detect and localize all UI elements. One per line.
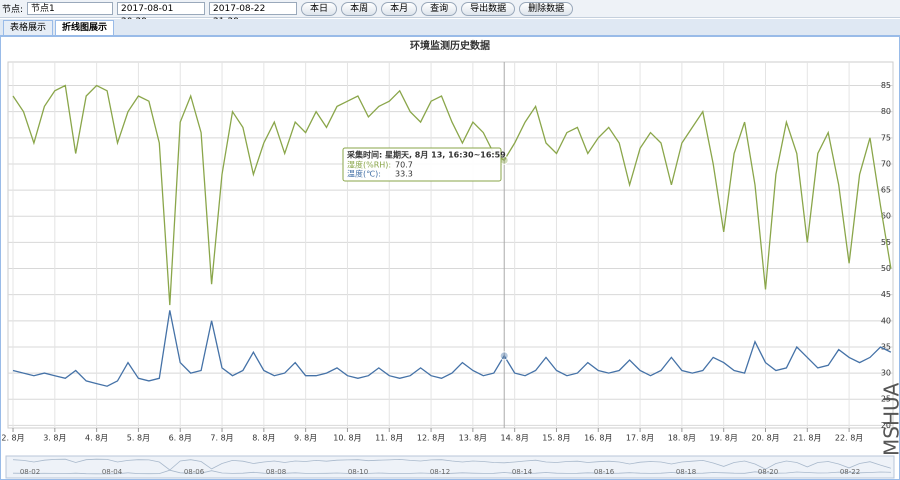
y-tick-label: 55 xyxy=(881,238,891,247)
y-tick-label: 25 xyxy=(881,395,891,404)
node-label: 节点: xyxy=(2,5,24,15)
button[interactable]: 本日 xyxy=(301,1,338,16)
x-tick-label: 21. 8月 xyxy=(793,434,821,443)
y-tick-label: 75 xyxy=(881,133,891,142)
navigator-label: 08-12 xyxy=(430,468,450,476)
tooltip-value: 33.3 xyxy=(395,170,413,179)
start-date[interactable]: 2017-08-01 20:29 xyxy=(117,2,206,27)
button[interactable]: 本周 xyxy=(341,1,378,16)
x-tick-label: 22. 8月 xyxy=(835,434,863,443)
toolbar: 节点: 节点1 2017-08-01 20:29 2017-08-22 21:2… xyxy=(0,0,900,27)
node-select[interactable]: 节点1 xyxy=(27,2,114,15)
chart: 环境监测历史数据 20 25 30 35 40 45 50 55 60 65 70 75 80 85 2. … xyxy=(0,36,900,480)
navigator-label: 08-10 xyxy=(348,468,368,476)
watermark: MSHUA xyxy=(880,382,900,456)
x-tick-label: 2. 8月 xyxy=(1,434,24,443)
end-date[interactable]: 2017-08-22 21:29 xyxy=(209,2,298,27)
series-line xyxy=(12,310,892,387)
plot-area xyxy=(7,61,894,429)
x-tick-label: 11. 8月 xyxy=(375,434,403,443)
y-tick-label: 80 xyxy=(881,107,891,116)
navigator-label: 08-02 xyxy=(20,468,40,476)
navigator-label: 08-20 xyxy=(758,468,778,476)
navigator-label: 08-16 xyxy=(594,468,615,476)
x-tick-label: 19. 8月 xyxy=(710,434,738,443)
navigator-line xyxy=(12,469,891,475)
button[interactable]: 删除数据 xyxy=(519,1,574,16)
navigator-label: 08-18 xyxy=(676,468,696,476)
y-tick-label: 85 xyxy=(881,81,891,90)
navigator-line xyxy=(12,458,892,471)
x-tick-label: 20. 8月 xyxy=(751,434,779,443)
x-tick-label: 17. 8月 xyxy=(626,434,654,443)
y-tick-label: 70 xyxy=(881,159,891,168)
chart-title: 环境监测历史数据 xyxy=(410,39,490,52)
tooltip-value: 70.7 xyxy=(395,161,413,170)
navigator-label: 08-22 xyxy=(840,468,860,476)
tooltip-label: 温度(℃): xyxy=(347,169,381,179)
navigator-label: 08-08 xyxy=(266,468,286,476)
x-tick-label: 4. 8月 xyxy=(85,434,108,443)
x-tick-label: 13. 8月 xyxy=(459,434,487,443)
button[interactable]: 本月 xyxy=(381,1,418,16)
x-tick-label: 3. 8月 xyxy=(43,434,66,443)
navigator-label: 08-14 xyxy=(512,468,533,476)
x-tick-label: 5. 8月 xyxy=(127,434,150,443)
y-tick-label: 65 xyxy=(881,186,891,195)
button[interactable]: 导出数据 xyxy=(461,1,516,16)
x-tick-label: 7. 8月 xyxy=(210,434,233,443)
y-tick-label: 40 xyxy=(881,316,891,325)
navigator-label: 08-04 xyxy=(102,468,123,476)
button[interactable]: 查询 xyxy=(421,1,458,16)
tooltip-label: 湿度(%RH): xyxy=(347,160,391,170)
x-tick-label: 8. 8月 xyxy=(252,434,275,443)
y-tick-label: 20 xyxy=(881,421,891,430)
y-tick-label: 35 xyxy=(881,342,891,351)
x-tick-label: 10. 8月 xyxy=(333,434,361,443)
x-tick-label: 9. 8月 xyxy=(294,434,317,443)
navigator-label: 08-06 xyxy=(184,468,205,476)
y-tick-label: 60 xyxy=(881,212,891,221)
y-tick-label: 45 xyxy=(881,290,891,299)
tooltip-box xyxy=(342,147,502,182)
tabs: 表格展示 折线图展示 xyxy=(0,19,900,36)
hover-marker xyxy=(499,351,509,361)
x-tick-label: 18. 8月 xyxy=(668,434,696,443)
x-tick-label: 6. 8月 xyxy=(169,434,192,443)
y-tick-label: 50 xyxy=(881,264,891,273)
tab[interactable]: 表格展示 xyxy=(3,20,54,35)
x-tick-label: 16. 8月 xyxy=(584,434,612,443)
panel xyxy=(0,36,900,480)
tooltip-title: 采集时间: 星期天, 8月 13, 16:30~16:59 xyxy=(346,150,506,160)
x-tick-label: 15. 8月 xyxy=(542,434,570,443)
x-tick-label: 12. 8月 xyxy=(417,434,445,443)
series-line xyxy=(12,84,892,306)
x-tick-label: 14. 8月 xyxy=(500,434,528,443)
tab[interactable]: 折线图展示 xyxy=(55,20,115,35)
y-tick-label: 30 xyxy=(881,369,891,378)
